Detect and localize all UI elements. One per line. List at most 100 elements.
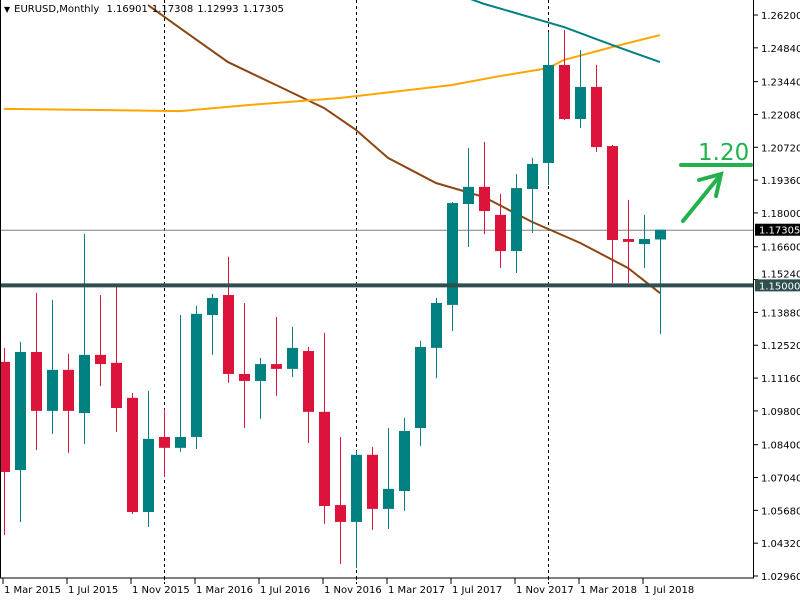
x-tick-label: 1 Jul 2017 (452, 585, 502, 596)
y-tick-label: 1.12520 (761, 341, 800, 352)
y-tick-label: 1.20720 (761, 143, 800, 154)
candle-may-2016[interactable] (223, 256, 234, 383)
arrow-up-right-icon (681, 171, 724, 223)
candle-jan-2016[interactable] (159, 408, 170, 478)
candle-sep-2015[interactable] (95, 295, 106, 387)
candle-oct-2017[interactable] (495, 193, 506, 268)
candle-mar-2018[interactable] (575, 50, 586, 128)
candle-jan-2018[interactable] (543, 31, 554, 185)
candle-aug-2015[interactable] (79, 233, 90, 444)
candle-jun-2017[interactable] (431, 297, 442, 379)
candle-apr-2016[interactable] (207, 294, 218, 355)
price-axis[interactable]: 1.26200 1.24840 1.23440 1.22080 1.20720 1.193… (754, 11, 800, 583)
moving-average-brown (147, 4, 661, 294)
candle-feb-2017[interactable] (367, 446, 378, 530)
candle-body (479, 186, 490, 212)
candle-jul-2016[interactable] (255, 358, 266, 419)
candle-dec-2016[interactable] (335, 436, 346, 564)
candle-jun-2018[interactable] (623, 199, 634, 283)
candle-jan-2017[interactable] (351, 450, 362, 569)
candle-body (319, 411, 330, 507)
candle-may-2017[interactable] (415, 340, 426, 446)
candle-oct-2015[interactable] (111, 285, 122, 432)
candle-body (111, 362, 122, 408)
candle-body (0, 361, 10, 472)
candle-mar-2015[interactable] (0, 347, 10, 535)
candle-body (223, 295, 234, 374)
target-annotation[interactable]: 1.20 (679, 140, 753, 223)
candle-body (255, 364, 266, 381)
candle-body (63, 369, 74, 411)
candle-body (511, 188, 522, 252)
candle-sep-2016[interactable] (287, 326, 298, 377)
candle-apr-2017[interactable] (399, 417, 410, 511)
candle-body (447, 203, 458, 305)
x-tick-label: 1 Jul 2016 (260, 585, 310, 596)
candle-aug-2016[interactable] (271, 316, 282, 396)
candle-aug-2018[interactable] (655, 229, 666, 334)
candle-dec-2015[interactable] (143, 390, 154, 528)
candle-sep-2017[interactable] (479, 141, 490, 234)
y-tick-label: 1.15240 (761, 269, 800, 280)
candle-jun-2016[interactable] (239, 302, 250, 429)
candle-body (207, 297, 218, 316)
current-price-label: 1.17305 (759, 226, 800, 237)
candle-body (287, 347, 298, 369)
candle-body (415, 346, 426, 429)
candle-aug-2017[interactable] (463, 148, 474, 247)
x-tick-label: 1 Jul 2015 (68, 585, 118, 596)
candle-nov-2015[interactable] (127, 393, 138, 514)
candle-apr-2015[interactable] (15, 341, 26, 522)
ohlc-high: 1.17308 (151, 4, 194, 15)
candle-jul-2017[interactable] (447, 202, 458, 331)
candle-body (367, 454, 378, 509)
candle-body (639, 239, 650, 245)
candle-body (159, 436, 170, 448)
candle-mar-2016[interactable] (191, 305, 202, 450)
x-tick-label: 1 Nov 2015 (132, 585, 190, 596)
candle-body (95, 354, 106, 365)
current-price-label-box (755, 223, 800, 236)
y-tick-label: 1.13880 (761, 308, 800, 319)
candle-nov-2017[interactable] (511, 174, 522, 274)
y-tick-label: 1.19360 (761, 176, 800, 187)
candle-body (335, 505, 346, 522)
candle-body (47, 369, 58, 411)
candle-body (143, 438, 154, 513)
candle-body (607, 146, 618, 240)
candle-may-2018[interactable] (607, 144, 618, 283)
candle-feb-2016[interactable] (175, 315, 186, 452)
candle-body (15, 351, 26, 471)
symbol-period: EURUSD,Monthly (14, 4, 100, 15)
candle-body (495, 214, 506, 252)
y-tick-label: 1.18000 (761, 209, 800, 220)
candle-mar-2017[interactable] (383, 428, 394, 529)
candle-body (271, 364, 282, 369)
triangle-down-icon[interactable]: ▼ (4, 5, 11, 14)
ohlc-open: 1.16901 (106, 4, 148, 15)
moving-average-teal (470, 0, 661, 64)
candle-may-2015[interactable] (31, 292, 42, 451)
y-tick-label: 1.16600 (761, 243, 800, 254)
candle-dec-2017[interactable] (527, 157, 538, 233)
time-axis[interactable]: 1 Mar 2015 1 Jul 2015 1 Nov 2015 1 Mar 2016… (2, 578, 694, 596)
candle-nov-2016[interactable] (319, 332, 330, 524)
candle-feb-2018[interactable] (559, 29, 570, 121)
candle-jun-2015[interactable] (47, 299, 58, 434)
y-tick-label: 1.23440 (761, 78, 800, 89)
candle-oct-2016[interactable] (303, 346, 314, 444)
candle-body (351, 454, 362, 522)
candle-body (191, 313, 202, 437)
y-tick-label: 1.22080 (761, 110, 800, 121)
moving-average-orange (3, 34, 661, 113)
candle-body (303, 351, 314, 412)
x-tick-label: 1 Mar 2016 (196, 585, 253, 596)
candle-jul-2018[interactable] (639, 214, 650, 268)
candle-body (175, 436, 186, 448)
candle-apr-2018[interactable] (591, 64, 602, 152)
y-tick-label: 1.04320 (761, 539, 800, 550)
level-price-label: 1.15000 (759, 281, 800, 292)
y-tick-label: 1.08400 (761, 441, 800, 452)
candle-jul-2015[interactable] (63, 353, 74, 453)
